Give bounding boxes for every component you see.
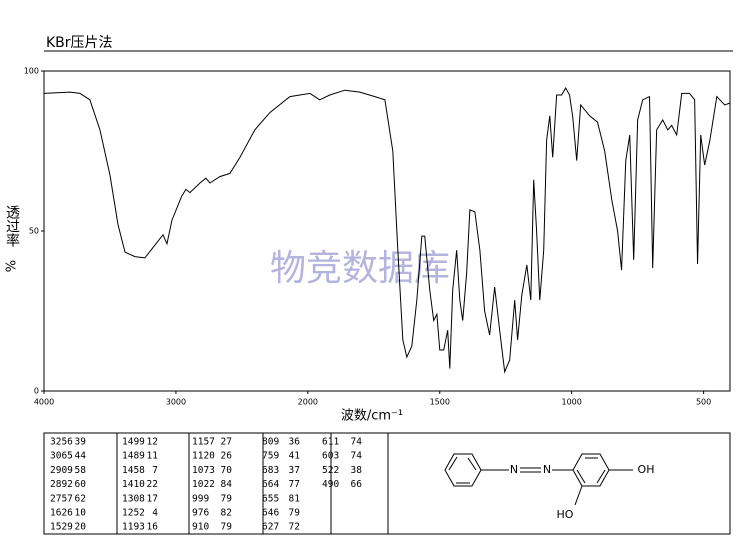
atom-label: N [510,463,518,476]
peak-wavenumber: 976 [192,508,209,519]
peak-wavenumber: 1120 [192,451,215,462]
peak-wavenumber: 655 [262,493,279,504]
peak-wavenumber: 1410 [122,479,145,490]
peak-transmittance: 26 [221,451,233,462]
peak-transmittance: 17 [147,493,158,504]
watermark: 物竞数据库 [270,248,450,289]
peak-transmittance: 62 [75,493,86,504]
peak-wavenumber: 1458 [122,465,145,476]
peak-transmittance: 4 [152,508,158,519]
peak-wavenumber: 809 [262,437,279,448]
structure-drawing [444,453,633,506]
peak-transmittance: 38 [351,465,363,476]
peak-wavenumber: 910 [192,522,209,533]
peak-wavenumber: 2892 [50,479,73,490]
peak-wavenumber: 1626 [50,508,73,519]
peak-wavenumber: 683 [262,465,279,476]
peak-transmittance: 66 [351,479,363,490]
peak-transmittance: 39 [75,437,87,448]
x-tick-label: 2000 [298,398,318,407]
peak-transmittance: 79 [289,508,301,519]
peak-wavenumber: 603 [322,451,339,462]
peak-transmittance: 81 [289,493,301,504]
x-axis-label: 波数/cm⁻¹ [341,409,403,424]
peak-wavenumber: 1157 [192,437,215,448]
plot-frame [43,70,731,392]
peak-wavenumber: 3256 [50,437,73,448]
peak-wavenumber: 646 [262,508,279,519]
peak-transmittance: 82 [221,508,232,519]
peak-wavenumber: 1022 [192,479,215,490]
peak-transmittance: 72 [289,522,300,533]
peak-transmittance: 10 [75,508,87,519]
peak-wavenumber: 3065 [50,451,73,462]
x-tick-label: 3000 [166,398,186,407]
peak-transmittance: 77 [289,479,300,490]
peak-wavenumber: 664 [262,479,279,490]
peak-wavenumber: 2909 [50,465,73,476]
peak-wavenumber: 1073 [192,465,215,476]
x-tick-label: 1500 [430,398,450,407]
peak-transmittance: 74 [351,437,363,448]
x-tick-label: 1000 [562,398,582,407]
peak-transmittance: 20 [75,522,87,533]
peak-wavenumber: 1308 [122,493,145,504]
peak-transmittance: 27 [221,437,232,448]
peak-wavenumber: 627 [262,522,279,533]
y-tick-label: 0 [34,387,39,396]
y-axis-unit: % [5,260,20,272]
peak-transmittance: 79 [221,522,233,533]
chart-title: KBr压片法 [46,35,113,51]
peak-wavenumber: 759 [262,451,279,462]
peak-transmittance: 7 [152,465,158,476]
peak-transmittance: 70 [221,465,233,476]
peak-transmittance: 12 [147,437,158,448]
y-axis-label: 透过率 [4,205,20,247]
peak-transmittance: 79 [221,493,233,504]
x-tick-label: 500 [696,398,711,407]
atom-label: HO [557,508,574,521]
peak-transmittance: 74 [351,451,363,462]
peak-wavenumber: 611 [322,437,339,448]
peak-wavenumber: 1252 [122,508,145,519]
y-tick-label: 100 [24,67,39,76]
atom-label: N [543,463,551,476]
x-tick-label: 4000 [34,398,54,407]
peak-wavenumber: 999 [192,493,209,504]
peak-transmittance: 11 [147,451,159,462]
peak-transmittance: 58 [75,465,87,476]
peak-transmittance: 22 [147,479,158,490]
peak-transmittance: 37 [289,465,300,476]
atom-label: OH [638,463,655,476]
peak-transmittance: 84 [221,479,233,490]
peak-wavenumber: 1529 [50,522,73,533]
peak-wavenumber: 1489 [122,451,145,462]
peak-transmittance: 16 [147,522,159,533]
peak-transmittance: 44 [75,451,87,462]
table-frame [43,432,731,535]
peak-wavenumber: 1193 [122,522,145,533]
y-tick-label: 50 [29,227,39,236]
peak-wavenumber: 522 [322,465,339,476]
spectrum-line [43,86,731,374]
peak-transmittance: 36 [289,437,301,448]
peak-wavenumber: 1499 [122,437,145,448]
peak-wavenumber: 2757 [50,493,73,504]
peak-transmittance: 41 [289,451,301,462]
peak-wavenumber: 490 [322,479,339,490]
peak-transmittance: 60 [75,479,87,490]
